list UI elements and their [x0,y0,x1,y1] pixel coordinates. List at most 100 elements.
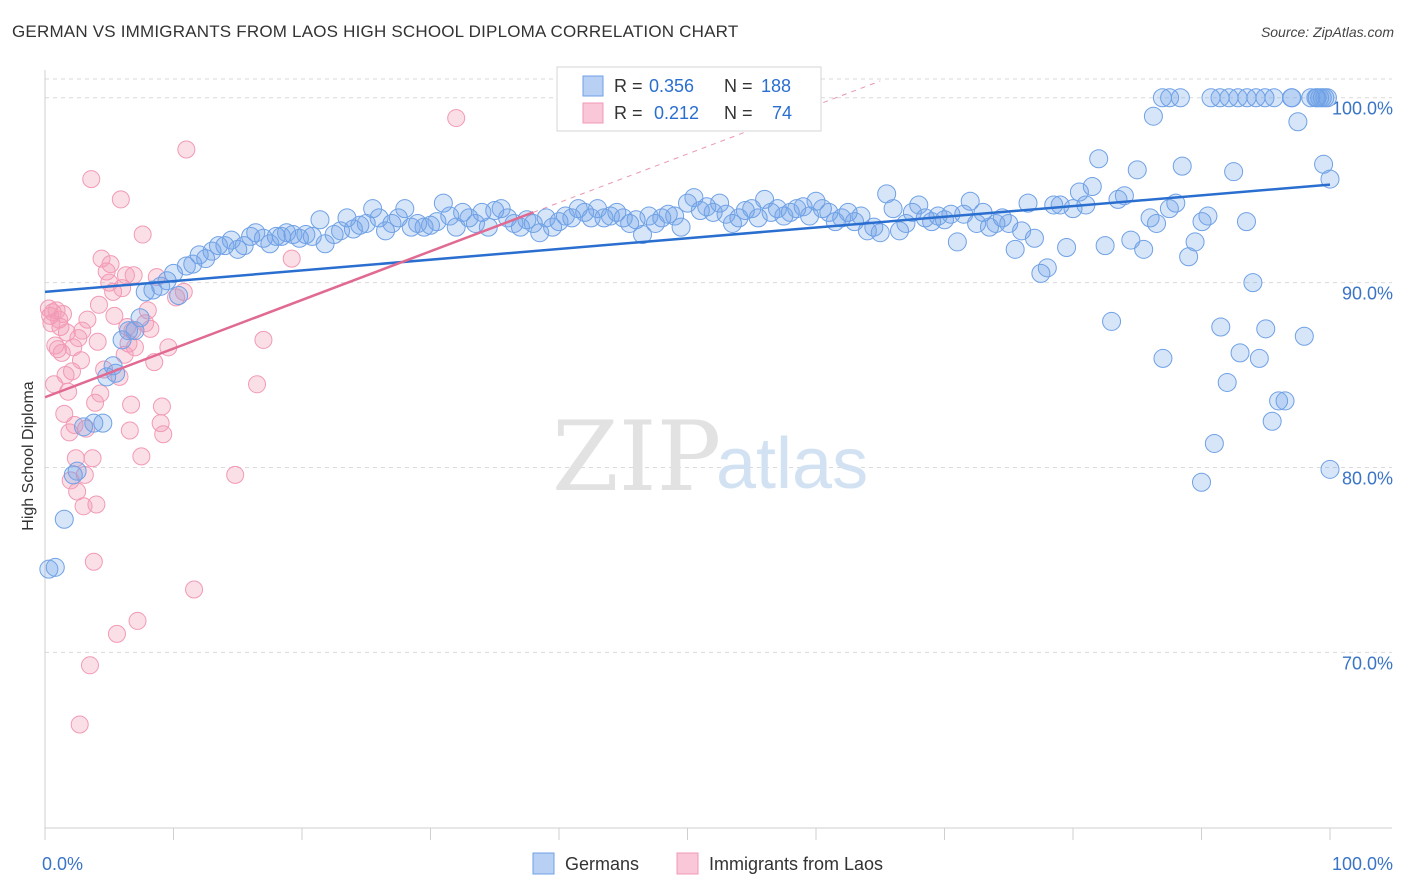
germans-point [1159,199,1179,219]
germans-point [310,210,330,230]
trend-lines [44,80,1331,399]
germans-point [1243,273,1263,293]
germans-point [960,191,980,211]
germans-point [491,199,511,219]
germans-point [421,215,440,235]
y-tick-label: 80.0% [1342,468,1393,488]
laos-point [120,421,139,440]
germans-point [716,204,736,224]
germans-point [1160,88,1180,108]
germans-point [620,213,640,233]
germans-point [414,217,434,237]
laos-point [107,624,126,643]
germans-point [1037,258,1057,278]
germans-point [1102,311,1122,331]
germans-point [93,413,113,433]
germans-point [665,206,685,226]
germans-point [1185,232,1205,252]
germans-point [742,199,762,219]
laos-point [116,266,135,285]
laos-point [122,395,141,414]
laos-point [52,343,71,362]
germans-point [1306,88,1326,108]
germans-point [221,230,241,250]
watermark-zip: ZIP [552,401,721,513]
laos-point [447,109,466,128]
laos-point [248,375,267,394]
laos-point [91,384,110,403]
laos-point [70,715,89,734]
germans-point [806,191,826,211]
watermark: ZIP atlas [552,401,868,513]
germans-point [870,223,890,243]
germans-point [1089,149,1109,169]
x-tick-label-max: 100.0% [1332,854,1393,874]
germans-point [1063,199,1083,219]
laos-point [226,465,245,484]
germans-point [549,212,569,232]
stats-legend: R = 0.356 N = 188 R = 0.212 N = 74 [556,66,822,132]
germans-point [350,215,370,235]
germans-point [183,254,203,274]
germans-point [1082,176,1102,196]
germans-point [1198,206,1218,226]
germans-point [1143,106,1163,126]
germans-point [979,217,999,237]
germans-point [845,212,865,232]
germans-point [1153,348,1173,368]
germans-point [1288,112,1308,132]
germans-point [63,465,83,485]
series-legend: Germans Immigrants from Laos [532,852,883,875]
germans-r-label: R = [614,76,643,96]
germans-point [1256,319,1276,339]
germans-point [793,197,813,217]
germans-point [45,557,65,577]
germans-point [1320,459,1340,479]
germans-point [382,213,402,233]
germans-point [440,206,460,226]
laos-trend-extension [533,80,881,213]
germans-point [112,330,132,350]
germans-point [562,208,582,228]
germans-point [208,236,228,256]
laos-trend-line [44,211,534,399]
germans-point [119,321,139,341]
germans-point [1044,195,1064,215]
germans-point [568,199,588,219]
axes: 70.0% 80.0% 90.0% 100.0% 0.0% 100.0% [42,70,1393,874]
germans-points [39,88,1340,579]
germans-point [1217,372,1237,392]
germans-point [832,208,852,228]
germans-point [902,202,922,222]
germans-point [1211,317,1231,337]
germans-point [130,308,150,328]
germans-point [1050,195,1070,215]
germans-point [1294,326,1314,346]
laos-point [87,495,106,514]
germans-legend-swatch [582,75,604,97]
laos-point [53,305,72,324]
germans-point [767,199,787,219]
chart-source: Source: ZipAtlas.com [1260,24,1394,40]
germans-point [266,226,286,246]
germans-point [169,286,189,306]
germans-point [465,213,485,233]
laos-point [83,449,102,468]
germans-point [729,208,749,228]
laos-point [82,170,101,189]
germans-point [780,202,800,222]
germans-point [376,221,396,241]
laos-point [80,656,99,675]
germans-point [1264,88,1284,108]
germans-point [722,213,742,233]
germans-point [658,204,678,224]
laos-point [282,249,301,268]
germans-point [395,199,415,219]
germans-point [228,239,248,259]
laos-point [132,447,151,466]
x-tick-label-min: 0.0% [42,854,83,874]
germans-point [1262,411,1282,431]
laos-point [89,295,108,314]
germans-point [1134,239,1154,259]
germans-point [1320,169,1340,189]
